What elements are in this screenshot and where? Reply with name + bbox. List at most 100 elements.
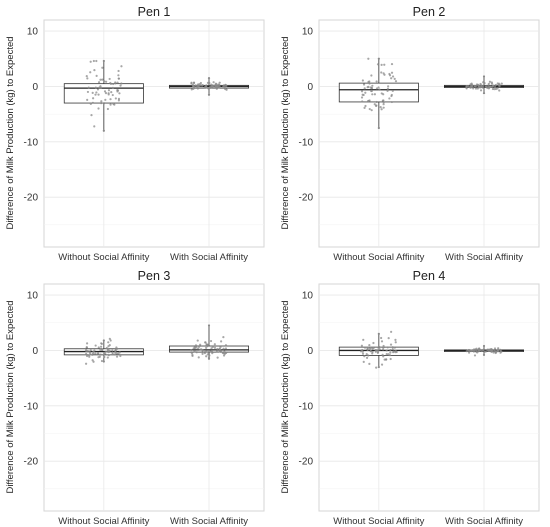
data-point xyxy=(224,87,227,91)
data-point xyxy=(363,106,366,109)
data-point xyxy=(484,350,487,353)
data-point xyxy=(100,102,103,105)
data-point xyxy=(114,82,117,85)
x-tick-label: Without Social Affinity xyxy=(333,516,424,527)
data-point xyxy=(390,77,393,80)
data-point xyxy=(383,63,386,66)
data-point xyxy=(465,86,468,89)
data-point xyxy=(382,99,385,102)
data-point xyxy=(360,344,363,347)
y-tick-label: -10 xyxy=(24,137,39,148)
box-iqr xyxy=(338,82,419,103)
data-point xyxy=(109,103,112,106)
data-point xyxy=(388,354,392,357)
data-point xyxy=(224,347,228,350)
data-point xyxy=(100,100,103,103)
data-point xyxy=(488,80,492,83)
data-point xyxy=(207,349,210,353)
data-point xyxy=(368,107,371,111)
plot-frame xyxy=(43,283,265,512)
data-point xyxy=(94,352,97,355)
data-point xyxy=(99,348,102,351)
data-point xyxy=(394,341,397,344)
data-point xyxy=(493,349,496,352)
data-point xyxy=(120,82,123,85)
data-point xyxy=(97,356,100,359)
data-point xyxy=(380,71,383,74)
data-point xyxy=(473,354,477,357)
data-point xyxy=(94,344,97,347)
plot-frame xyxy=(318,283,540,512)
data-point xyxy=(117,74,120,77)
data-point xyxy=(361,348,364,352)
data-point xyxy=(95,91,98,94)
data-point xyxy=(488,349,491,352)
data-point xyxy=(86,98,89,101)
data-point xyxy=(211,85,214,88)
plot-frame xyxy=(43,19,265,248)
data-point xyxy=(92,59,95,63)
data-point xyxy=(115,355,119,358)
data-point xyxy=(477,348,480,351)
data-point xyxy=(85,354,89,358)
data-point xyxy=(92,360,95,363)
data-point xyxy=(390,94,393,98)
data-point xyxy=(96,352,100,355)
data-point xyxy=(368,343,371,347)
data-point xyxy=(390,71,394,74)
data-point xyxy=(382,93,385,96)
data-point xyxy=(378,88,381,91)
data-point xyxy=(117,97,121,100)
data-point xyxy=(375,87,379,90)
data-point xyxy=(89,71,92,74)
data-point xyxy=(99,345,103,348)
data-point xyxy=(389,357,392,361)
data-point xyxy=(375,366,378,369)
data-point xyxy=(218,347,221,350)
data-point xyxy=(86,349,89,353)
data-point xyxy=(360,90,364,93)
data-point xyxy=(223,85,226,88)
data-point xyxy=(117,352,120,355)
data-point xyxy=(191,354,194,357)
y-axis-label: Difference of Milk Production (kg) to Ex… xyxy=(5,36,16,229)
data-point xyxy=(496,87,499,90)
data-point xyxy=(109,98,112,101)
data-point xyxy=(368,347,371,350)
data-point xyxy=(193,350,196,353)
data-point xyxy=(216,347,219,351)
data-point xyxy=(381,353,384,356)
data-point xyxy=(95,59,98,63)
data-point xyxy=(475,83,479,86)
y-axis-label: Difference of Milk Production (kg) to Ex… xyxy=(280,36,291,229)
data-point xyxy=(112,102,115,106)
data-point xyxy=(99,78,102,81)
data-point xyxy=(205,355,208,358)
data-point xyxy=(391,89,394,93)
data-point xyxy=(117,77,120,80)
data-point xyxy=(109,339,112,342)
data-point xyxy=(219,346,222,349)
data-point xyxy=(377,57,380,60)
data-point xyxy=(467,351,471,354)
x-tick-label: Without Social Affinity xyxy=(333,252,424,263)
data-point xyxy=(106,349,110,352)
data-point xyxy=(394,80,398,83)
data-point xyxy=(364,91,367,94)
data-point xyxy=(212,81,215,84)
data-point xyxy=(377,86,380,89)
data-point xyxy=(367,80,370,84)
data-point xyxy=(218,81,221,84)
data-point xyxy=(487,82,490,85)
data-point xyxy=(90,114,93,117)
data-point xyxy=(390,330,393,333)
panel-2: Pen 2 Difference of Milk Production (kg) … xyxy=(280,5,540,263)
data-point xyxy=(196,87,199,90)
data-point xyxy=(499,351,502,354)
data-point xyxy=(118,351,121,354)
data-point xyxy=(195,346,198,349)
data-point xyxy=(374,349,377,352)
data-point xyxy=(199,343,202,346)
data-point xyxy=(362,338,365,341)
y-axis-label: Difference of Milk Production (kg) to Ex… xyxy=(280,300,291,493)
